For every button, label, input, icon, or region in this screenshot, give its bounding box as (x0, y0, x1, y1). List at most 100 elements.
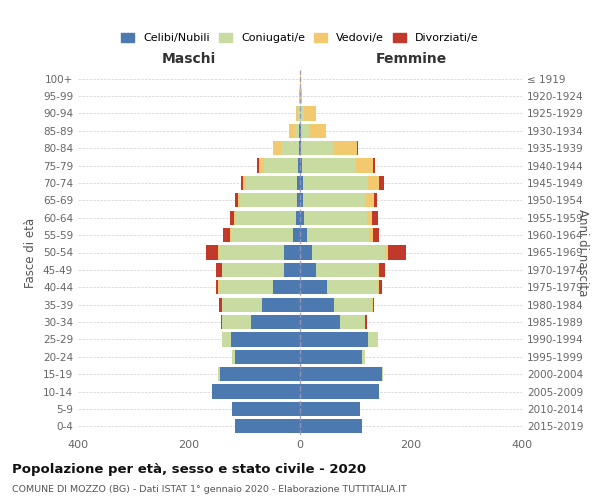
Bar (223, 332, 230, 346)
Bar (367, 210, 372, 225)
Bar (295, 124, 299, 138)
Bar (220, 367, 300, 382)
Bar (219, 246, 284, 260)
Bar (218, 246, 219, 260)
Bar (373, 158, 376, 172)
Bar (300, 332, 368, 346)
Bar (235, 193, 238, 208)
Bar (369, 228, 373, 242)
Bar (222, 315, 251, 329)
Bar (221, 315, 223, 329)
Bar (284, 246, 300, 260)
Bar (257, 158, 259, 172)
Bar (373, 228, 379, 242)
Bar (216, 263, 222, 277)
Bar (251, 315, 300, 329)
Bar (382, 367, 383, 382)
Bar (300, 384, 379, 398)
Bar (218, 367, 220, 382)
Bar (230, 228, 231, 242)
Bar (222, 298, 262, 312)
Bar (206, 246, 218, 260)
Bar (241, 176, 244, 190)
Bar (365, 193, 374, 208)
Bar (326, 280, 378, 294)
Bar (235, 419, 300, 434)
Bar (223, 228, 230, 242)
Bar (334, 298, 372, 312)
Bar (378, 263, 379, 277)
Bar (240, 193, 296, 208)
Bar (300, 106, 304, 120)
Bar (238, 193, 240, 208)
Bar (300, 158, 302, 172)
Bar (297, 176, 300, 190)
Bar (212, 384, 300, 398)
Bar (234, 210, 236, 225)
Y-axis label: Anni di nascita: Anni di nascita (576, 209, 589, 296)
Bar (296, 193, 300, 208)
Bar (372, 210, 378, 225)
Bar (296, 210, 300, 225)
Bar (368, 176, 379, 190)
Bar (232, 350, 235, 364)
Bar (222, 263, 284, 277)
Bar (300, 367, 382, 382)
Bar (274, 280, 300, 294)
Bar (300, 350, 362, 364)
Bar (230, 332, 300, 346)
Bar (300, 176, 303, 190)
Bar (231, 228, 293, 242)
Bar (298, 158, 300, 172)
Bar (356, 158, 373, 172)
Bar (296, 106, 298, 120)
Bar (299, 141, 300, 156)
Bar (301, 141, 334, 156)
Bar (264, 158, 298, 172)
Text: COMUNE DI MOZZO (BG) - Dati ISTAT 1° gennaio 2020 - Elaborazione TUTTITALIA.IT: COMUNE DI MOZZO (BG) - Dati ISTAT 1° gen… (12, 485, 407, 494)
Bar (230, 210, 234, 225)
Text: Popolazione per età, sesso e stato civile - 2020: Popolazione per età, sesso e stato civil… (12, 462, 366, 475)
Bar (262, 298, 300, 312)
Bar (300, 193, 304, 208)
Bar (303, 176, 368, 190)
Bar (259, 158, 264, 172)
Bar (300, 263, 316, 277)
Legend: Celibi/Nubili, Coniugati/e, Vedovi/e, Divorziati/e: Celibi/Nubili, Coniugati/e, Vedovi/e, Di… (117, 28, 483, 48)
Bar (281, 141, 299, 156)
Bar (246, 176, 297, 190)
Bar (300, 228, 307, 242)
Bar (373, 298, 374, 312)
Bar (289, 124, 295, 138)
Bar (235, 350, 300, 364)
Bar (365, 315, 367, 329)
Bar (362, 350, 365, 364)
Bar (356, 141, 358, 156)
Bar (379, 176, 384, 190)
Bar (334, 141, 356, 156)
Text: Maschi: Maschi (162, 52, 216, 66)
Bar (304, 210, 367, 225)
Bar (215, 280, 218, 294)
Bar (273, 141, 281, 156)
Text: Femmine: Femmine (376, 52, 446, 66)
Bar (219, 280, 274, 294)
Bar (388, 246, 406, 260)
Bar (300, 402, 360, 416)
Bar (284, 263, 300, 277)
Bar (293, 228, 300, 242)
Bar (302, 158, 356, 172)
Bar (219, 298, 222, 312)
Bar (385, 246, 388, 260)
Bar (300, 246, 312, 260)
Bar (304, 193, 365, 208)
Bar (232, 402, 300, 416)
Bar (316, 263, 378, 277)
Bar (236, 210, 296, 225)
Bar (309, 124, 326, 138)
Bar (301, 124, 309, 138)
Bar (244, 176, 246, 190)
Bar (300, 141, 301, 156)
Bar (300, 210, 304, 225)
Bar (378, 280, 379, 294)
